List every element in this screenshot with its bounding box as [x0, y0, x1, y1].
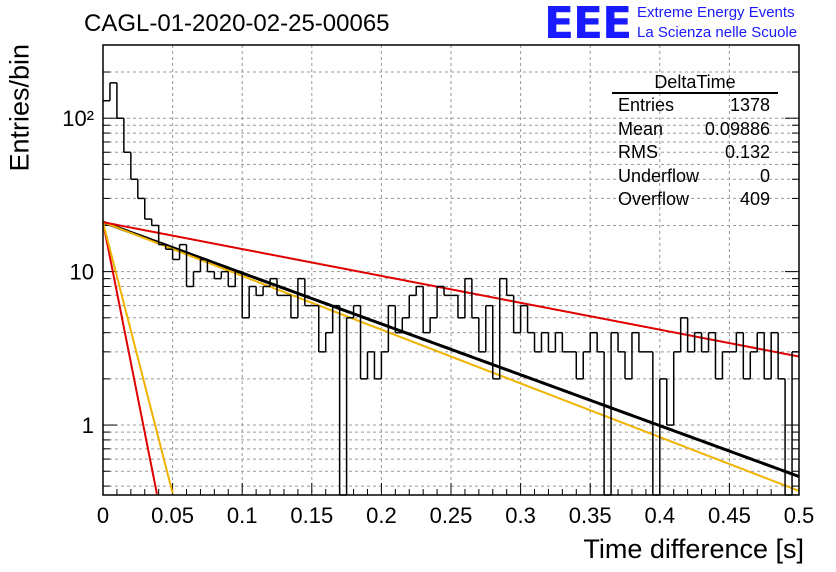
x-axis-label: Time difference [s] [583, 534, 804, 564]
minor-ticks [102, 71, 800, 495]
x-tick-label: 0.45 [708, 503, 751, 528]
stats-value: 0.132 [724, 142, 770, 162]
y-tick-label: 1 [82, 413, 94, 438]
x-tick-label: 0.2 [366, 503, 397, 528]
y-tick-labels: 1 10 10² [62, 106, 94, 438]
plot-frame [102, 44, 800, 496]
stats-row-rms: RMS 0.132 [612, 141, 778, 165]
x-tick-label: 0.15 [290, 503, 333, 528]
stats-value: 1378 [729, 95, 770, 115]
tagline-1: Extreme Energy Events [637, 4, 795, 21]
histogram-bars [103, 82, 799, 496]
tagline-2: La Scienza nelle Scuole [637, 24, 798, 41]
x-tick-label: 0.05 [151, 503, 194, 528]
stats-row-entries: Entries 1378 [612, 94, 778, 118]
y-axis-label: Entries/bin [4, 43, 35, 172]
stats-value: 0.09886 [704, 118, 770, 139]
fit-curves [102, 220, 800, 495]
fit-curve [102, 220, 800, 478]
stats-label: RMS [618, 142, 658, 162]
fit-curve [102, 221, 800, 492]
x-tick-label: 0.1 [227, 503, 258, 528]
x-tick-label: 0.5 [784, 503, 815, 528]
stats-label: Underflow [618, 165, 700, 186]
stats-row-overflow: Overflow 409 [612, 188, 778, 212]
fit-curve [102, 221, 158, 495]
stats-title: DeltaTime [612, 72, 778, 94]
stats-value: 0 [759, 165, 770, 186]
stats-row-mean: Mean 0.09886 [612, 118, 778, 142]
x-tick-label: 0.35 [569, 503, 612, 528]
fit-curve [102, 221, 174, 494]
stats-row-underflow: Underflow 0 [612, 165, 778, 189]
stats-label: Mean [618, 118, 664, 139]
stats-label: Entries [618, 95, 675, 115]
eee-logo: EEE [544, 0, 632, 49]
run-label: CAGL-01-2020-02-25-00065 [84, 10, 390, 37]
x-tick-label: 0.25 [430, 503, 473, 528]
stats-box: DeltaTime Entries 1378 Mean 0.09886 RMS … [612, 72, 778, 212]
x-tick-label: 0 [97, 503, 109, 528]
fit-curve [102, 221, 800, 358]
y-tick-label: 10 [70, 260, 94, 285]
stats-value: 409 [739, 189, 770, 209]
y-tick-label: 10² [62, 106, 94, 131]
x-tick-labels: 0 0.05 0.1 0.15 0.2 0.25 0.3 0.35 0.4 0.45 0.5 [97, 503, 814, 528]
x-tick-label: 0.4 [645, 503, 676, 528]
stats-label: Overflow [618, 189, 690, 209]
x-tick-label: 0.3 [505, 503, 536, 528]
